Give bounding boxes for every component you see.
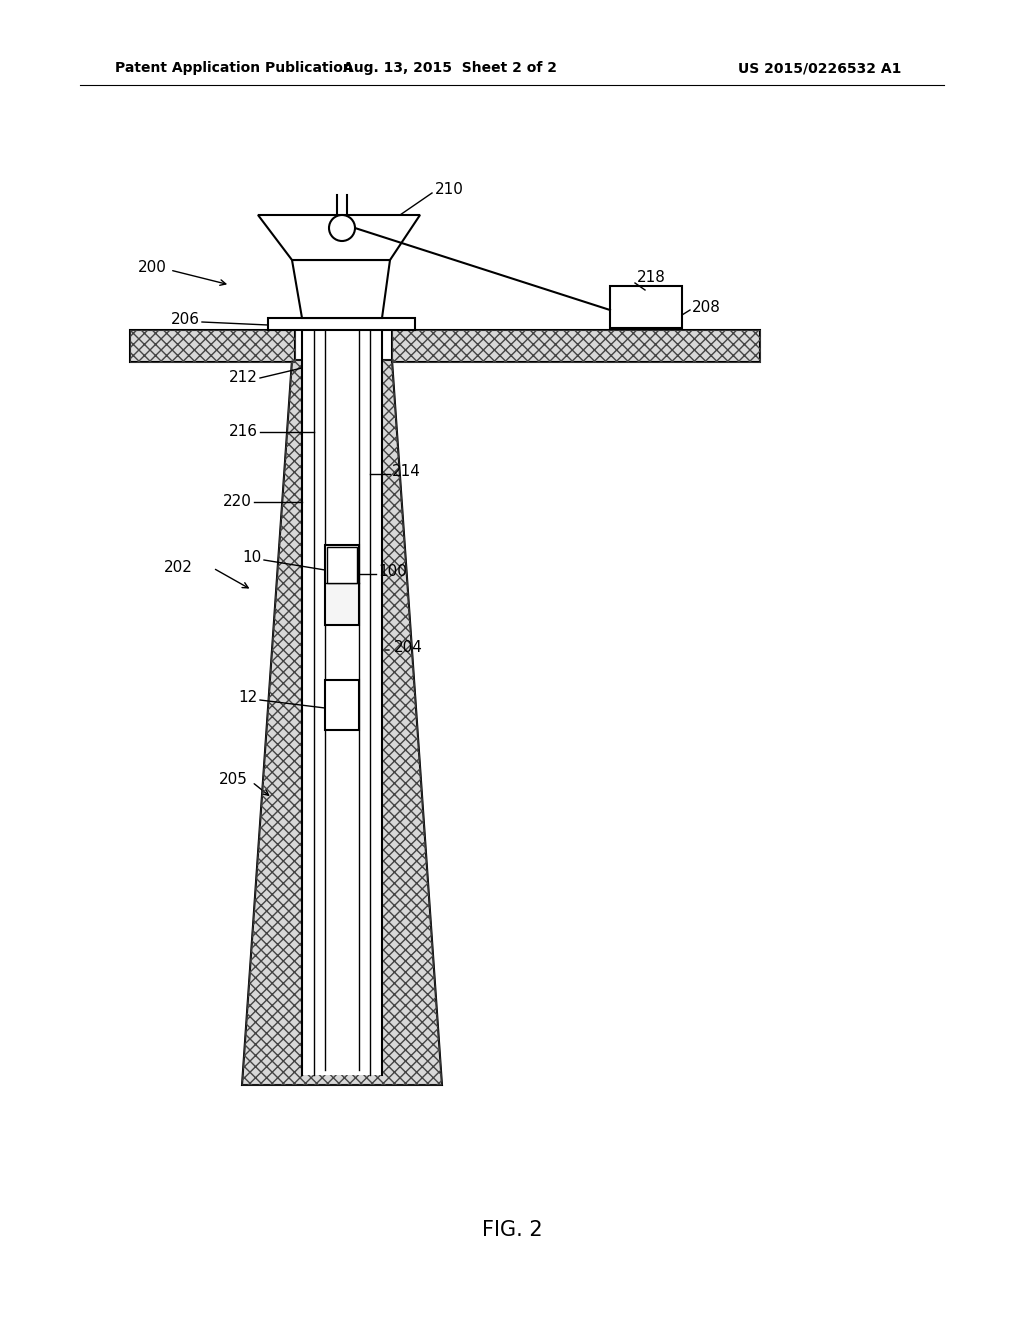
Text: 214: 214	[392, 465, 421, 479]
Polygon shape	[242, 360, 442, 1085]
Text: 100: 100	[378, 565, 407, 579]
Text: 202: 202	[164, 561, 193, 576]
Polygon shape	[392, 330, 760, 362]
Text: 12: 12	[239, 690, 258, 705]
Polygon shape	[130, 330, 295, 362]
Text: 206: 206	[171, 313, 200, 327]
Text: 200: 200	[137, 260, 167, 276]
Bar	[325, 330, 359, 1071]
Bar	[610, 286, 682, 327]
Bar	[327, 546, 357, 583]
Text: 205: 205	[219, 772, 248, 788]
Bar	[302, 330, 382, 1074]
Text: 204: 204	[394, 640, 423, 656]
Bar	[325, 545, 359, 624]
Text: 10: 10	[243, 550, 262, 565]
Text: 208: 208	[692, 301, 721, 315]
Polygon shape	[268, 318, 415, 330]
Text: 218: 218	[637, 271, 666, 285]
Text: 210: 210	[435, 182, 464, 198]
Bar	[325, 680, 359, 730]
Polygon shape	[292, 260, 390, 318]
Text: FIG. 2: FIG. 2	[481, 1220, 543, 1239]
Text: Aug. 13, 2015  Sheet 2 of 2: Aug. 13, 2015 Sheet 2 of 2	[343, 61, 557, 75]
Polygon shape	[258, 215, 420, 260]
Text: 212: 212	[229, 371, 258, 385]
Text: Patent Application Publication: Patent Application Publication	[115, 61, 352, 75]
Text: 216: 216	[229, 425, 258, 440]
Text: US 2015/0226532 A1: US 2015/0226532 A1	[738, 61, 902, 75]
Text: 220: 220	[223, 495, 252, 510]
Circle shape	[329, 215, 355, 242]
